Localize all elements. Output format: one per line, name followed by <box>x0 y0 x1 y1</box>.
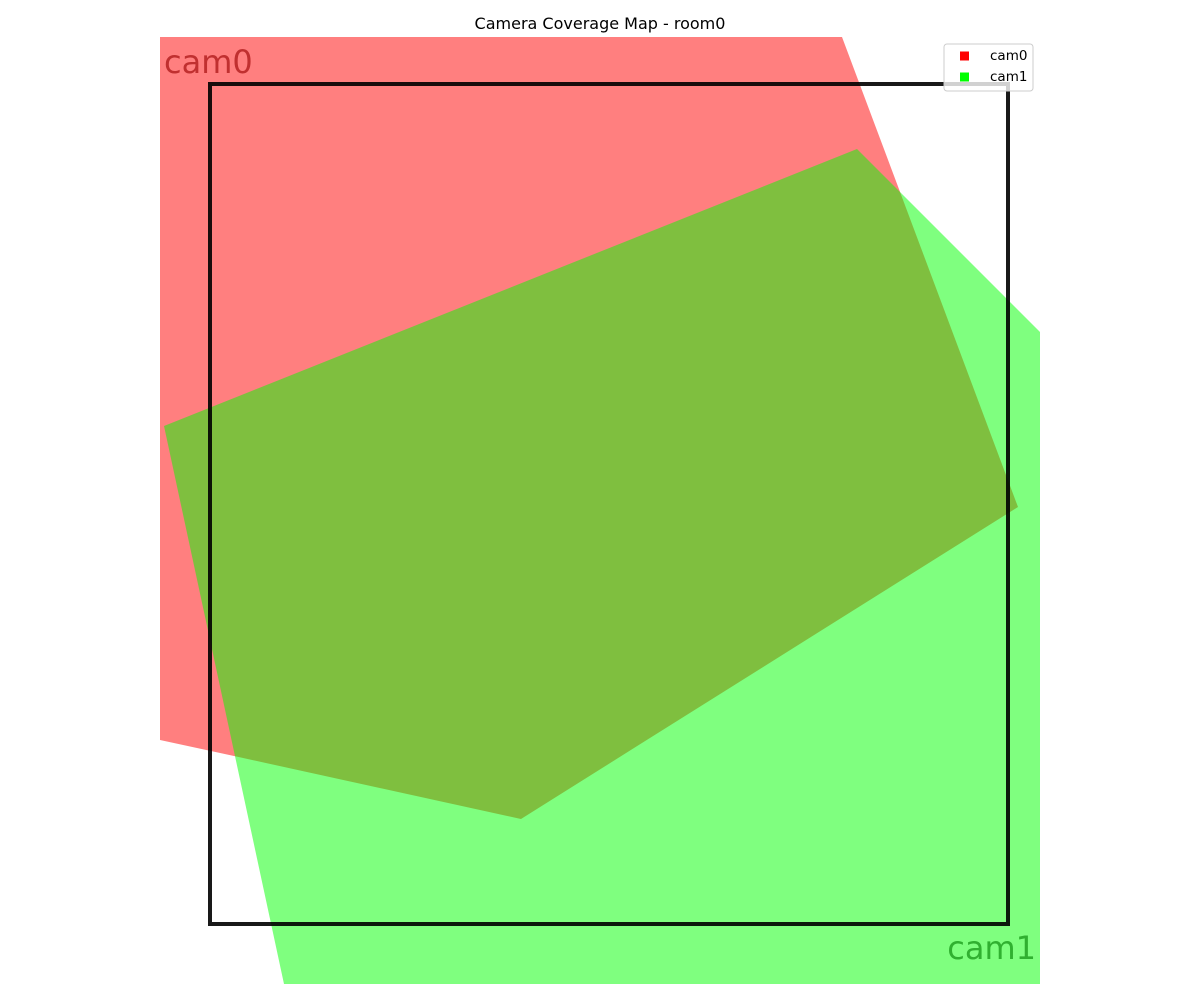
legend: cam0 cam1 <box>943 43 1034 92</box>
legend-marker-cam0 <box>960 51 969 61</box>
room-outline <box>208 82 1010 926</box>
legend-marker-cam1 <box>960 72 969 82</box>
legend-label-cam0: cam0 <box>990 48 1027 64</box>
camera-label-cam1: cam1 <box>947 929 1036 967</box>
camera-label-cam0: cam0 <box>164 43 253 81</box>
coverage-polygon-cam1 <box>164 149 1040 984</box>
chart-title: Camera Coverage Map - room0 <box>475 14 726 33</box>
plot-area: cam0 cam1 <box>160 37 1040 984</box>
legend-label-cam1: cam1 <box>990 69 1027 85</box>
